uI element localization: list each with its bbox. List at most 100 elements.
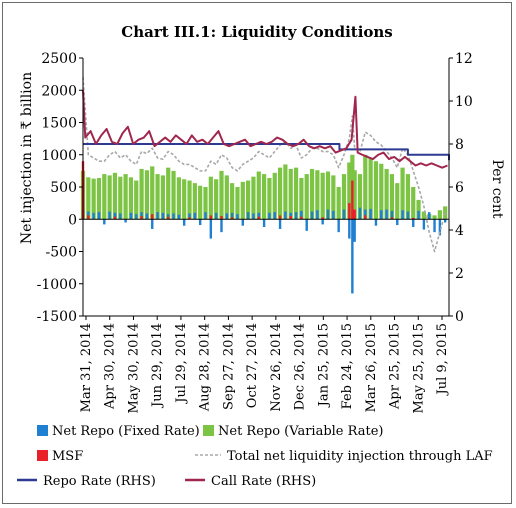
bar-net-repo-fixed-rate--13	[151, 219, 154, 229]
bar-net-repo-variable-rate--68	[437, 210, 442, 220]
bar-net-repo-variable-rate--31	[246, 180, 251, 220]
bar-net-repo-fixed-rate--9	[129, 212, 133, 220]
bar-net-repo-variable-rate--9	[128, 177, 134, 220]
bar-net-repo-fixed-rate--59	[390, 210, 394, 220]
bar-msf-12	[289, 216, 292, 220]
bar-net-repo-variable-rate--26	[219, 170, 224, 220]
bar-net-repo-variable-rate--65	[421, 211, 426, 220]
x-tick-label-14: May 25, 2015	[411, 323, 426, 413]
bar-net-repo-variable-rate--12	[144, 170, 150, 220]
bar-net-repo-variable-rate--18	[176, 177, 181, 220]
bar-net-repo-variable-rate--17	[171, 170, 176, 220]
bar-net-repo-fixed-rate--35	[268, 212, 271, 220]
bar-net-repo-fixed-rate--69	[444, 219, 447, 223]
bar-net-repo-fixed-rate--17	[172, 213, 175, 220]
bar-net-repo-fixed-rate--34	[262, 219, 266, 227]
bar-net-repo-variable-rate--1	[86, 177, 91, 220]
legend-label-2: MSF	[52, 449, 83, 464]
bar-net-repo-fixed-rate--36	[273, 212, 276, 220]
plot-area: -1500 -1000 -500 0 500 1000 1500 2000 2500 0 2 4 6 8 1…	[37, 51, 473, 413]
bar-net-repo-variable-rate--29	[235, 187, 240, 220]
bar-net-repo-fixed-rate--10	[135, 214, 138, 220]
bar-net-repo-variable-rate--45	[320, 172, 325, 220]
y-left-tick-label-7: 2000	[41, 83, 77, 99]
bar-net-repo-fixed-rate--47	[332, 210, 335, 220]
bar-net-repo-variable-rate--50	[347, 162, 352, 220]
bar-net-repo-variable-rate--3	[96, 177, 102, 220]
bar-net-repo-fixed-rate--21	[193, 212, 197, 220]
y-left-tick-label-4: 500	[50, 180, 77, 196]
y-axis-label-right: Per cent	[489, 160, 505, 219]
bar-msf-14	[321, 217, 324, 220]
bar-msf-8	[220, 216, 223, 220]
y-right-tick-label-3: 6	[455, 180, 464, 196]
bar-net-repo-fixed-rate--18	[177, 214, 181, 220]
bar-net-repo-variable-rate--46	[325, 171, 331, 220]
bar-net-repo-fixed-rate--33	[257, 212, 260, 220]
bar-net-repo-fixed-rate--31	[246, 212, 250, 220]
y-left-tick-label-3: 0	[68, 212, 77, 228]
legend-swatch-0	[37, 425, 48, 436]
x-tick-label-11: Feb 24, 2015	[340, 323, 355, 409]
bar-net-repo-variable-rate--5	[107, 175, 112, 220]
x-tick-label-2: May 30, 2014	[126, 323, 141, 413]
bar-net-repo-fixed-rate--40	[294, 212, 298, 220]
x-tick-label-8: Nov 26, 2014	[269, 323, 284, 412]
y-right-tick-label-0: 0	[455, 309, 464, 325]
bar-net-repo-variable-rate--59	[389, 174, 395, 220]
bar-net-repo-variable-rate--24	[208, 176, 213, 220]
y-right-tick-label-1: 2	[455, 266, 464, 282]
bar-net-repo-fixed-rate--54	[364, 209, 367, 220]
bar-net-repo-fixed-rate--22	[198, 219, 202, 226]
bar-msf-16	[351, 180, 354, 220]
bar-net-repo-variable-rate--19	[182, 179, 187, 220]
bar-net-repo-variable-rate--36	[272, 172, 277, 220]
bar-net-repo-variable-rate--2	[91, 178, 96, 220]
bar-msf-10	[257, 216, 260, 220]
bar-msf-9	[230, 217, 234, 220]
bar-net-repo-fixed-rate--27	[225, 213, 229, 220]
bar-net-repo-variable-rate--30	[240, 181, 245, 220]
bar-net-repo-variable-rate--14	[155, 174, 160, 220]
bar-net-repo-variable-rate--53	[357, 174, 363, 220]
bar-net-repo-variable-rate--27	[224, 175, 229, 220]
bar-msf-11	[278, 215, 282, 220]
bar-net-repo-variable-rate--41	[299, 177, 304, 220]
legend-label-0: Net Repo (Fixed Rate)	[52, 424, 200, 439]
bar-net-repo-fixed-rate--63	[412, 219, 415, 227]
bar-net-repo-variable-rate--62	[405, 174, 411, 220]
x-tick-label-7: Oct 27, 2014	[245, 323, 260, 408]
bar-net-repo-fixed-rate--52	[353, 219, 356, 242]
legend: Net Repo (Fixed Rate) Net Repo (Variable …	[17, 424, 493, 489]
y-left-tick-label-0: -1500	[37, 309, 77, 325]
bar-net-repo-fixed-rate--19	[183, 219, 186, 226]
bar-net-repo-variable-rate--52	[352, 170, 357, 220]
bar-msf-2	[113, 216, 117, 220]
bar-net-repo-fixed-rate--32	[252, 213, 255, 220]
bar-net-repo-variable-rate--13	[150, 166, 155, 220]
y-right-tick-label-2: 4	[455, 223, 464, 239]
x-tick-label-4: Jul 29, 2014	[174, 323, 189, 405]
bar-net-repo-variable-rate--6	[112, 172, 118, 220]
line-call-rate-rhs-	[82, 90, 448, 169]
bar-net-repo-variable-rate--43	[309, 168, 315, 220]
bar-net-repo-variable-rate--15	[160, 175, 165, 220]
bar-net-repo-fixed-rate--14	[156, 212, 159, 220]
bar-msf-19	[390, 217, 394, 220]
bar-msf-3	[140, 216, 143, 220]
bar-net-repo-fixed-rate--62	[406, 211, 410, 220]
bar-msf-4	[151, 214, 154, 220]
bar-net-repo-variable-rate--35	[267, 177, 272, 220]
bar-net-repo-fixed-rate--57	[380, 210, 383, 220]
x-tick-label-12: Mar 26, 2015	[364, 323, 379, 412]
x-tick-label-5: Aug 28, 2014	[198, 323, 213, 412]
bar-net-repo-fixed-rate--25	[214, 212, 218, 220]
bar-net-repo-fixed-rate--48	[337, 219, 340, 233]
bar-msf-20	[412, 217, 415, 220]
bar-net-repo-variable-rate--25	[214, 179, 219, 220]
line-repo-rate-rhs-	[83, 143, 450, 161]
chart-frame: Chart III.1: Liquidity Conditions Net in…	[2, 2, 512, 504]
bar-msf-1	[87, 215, 90, 220]
bar-net-repo-variable-rate--16	[166, 167, 171, 220]
bar-net-repo-fixed-rate--38	[284, 211, 287, 220]
